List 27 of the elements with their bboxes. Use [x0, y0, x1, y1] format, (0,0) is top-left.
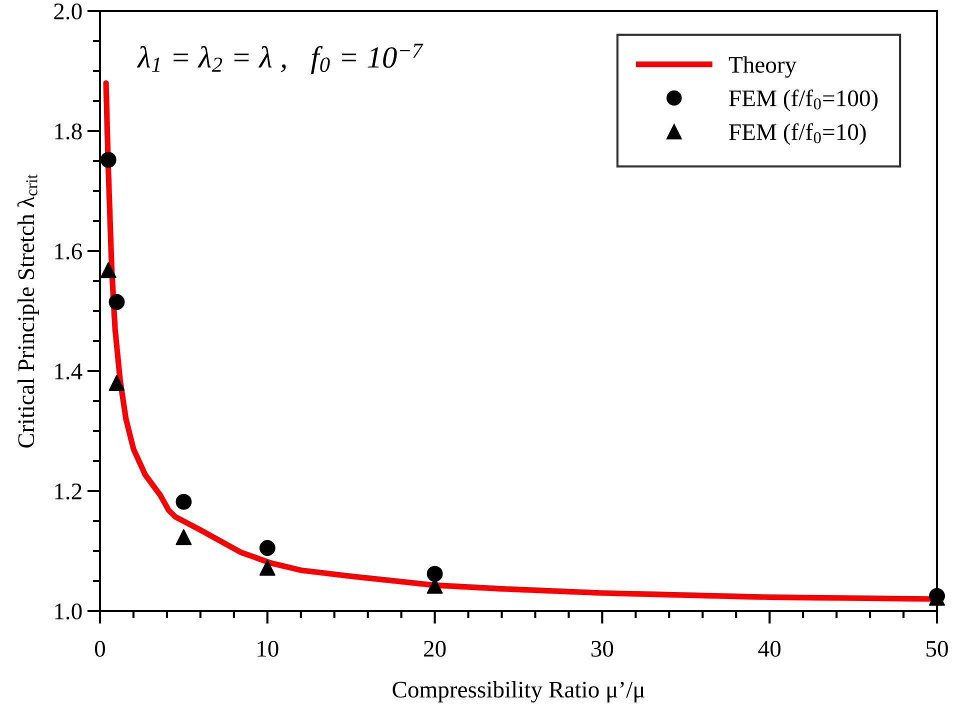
point	[426, 566, 443, 582]
point	[108, 375, 125, 391]
point	[259, 560, 276, 576]
legend-label: FEM (f/f$_{0}$=10)	[729, 123, 866, 145]
point	[176, 529, 192, 546]
x-axis-title: Compressibility Ratio μ’/μ	[392, 681, 644, 702]
x-tick-label: 50	[926, 640, 948, 657]
y-tick-label: 1.0	[55, 603, 82, 620]
x-tick-label: 10	[258, 640, 278, 657]
y-tick-label: 1.8	[55, 123, 82, 140]
x-tick-label: 0	[94, 640, 106, 657]
point	[100, 152, 116, 168]
y-axis-title: Critical Principle Stretch λ$_{crit}$	[17, 174, 39, 448]
y-tick-label: 1.2	[55, 484, 82, 500]
annotation: λ$_{1}$ = λ$_{2}$ = λ , f$_{0}$ = 10$^{−7}$	[136, 44, 424, 74]
point	[100, 262, 116, 278]
x-tick-label: 20	[424, 640, 446, 657]
legend-label: Theory	[728, 56, 797, 78]
point	[108, 294, 125, 310]
y-tick-label: 1.6	[55, 244, 82, 260]
y-tick-label: 1.4	[55, 364, 82, 380]
point	[176, 494, 192, 510]
x-tick-label: 40	[758, 640, 781, 657]
legend-label: FEM (f/f$_{0}$=100)	[729, 89, 878, 112]
point	[259, 540, 276, 556]
x-tick-label: 30	[592, 640, 614, 657]
y-tick-label: 2.0	[54, 3, 82, 20]
